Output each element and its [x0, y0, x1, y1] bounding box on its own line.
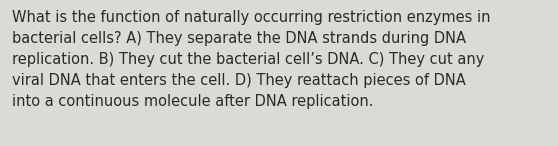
Text: What is the function of naturally occurring restriction enzymes in
bacterial cel: What is the function of naturally occurr…	[12, 10, 491, 109]
